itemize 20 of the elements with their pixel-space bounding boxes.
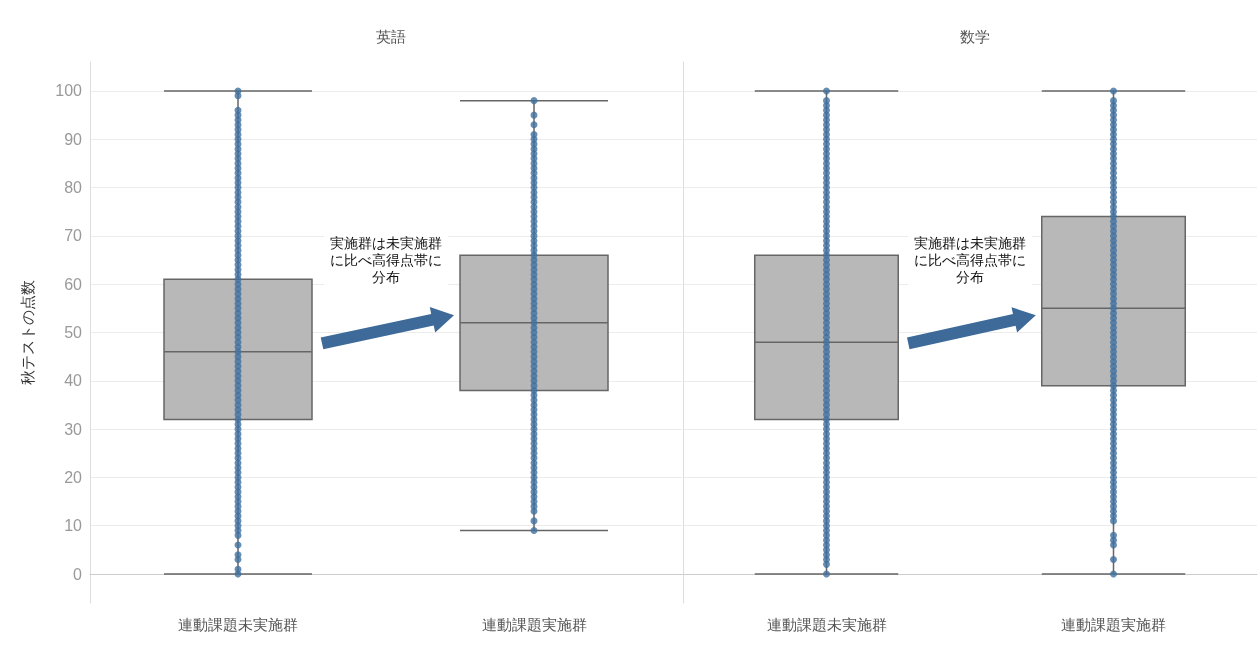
annotation: 実施群は未実施群に比べ高得点帯に分布 <box>914 235 1026 286</box>
x-tick-label: 連動課題未実施群 <box>178 616 298 633</box>
annotation: 実施群は未実施群に比べ高得点帯に分布 <box>330 235 442 286</box>
x-tick-label: 連動課題実施群 <box>481 616 587 633</box>
y-tick-label: 30 <box>64 420 83 438</box>
x-tick-label: 連動課題実施群 <box>1061 616 1166 633</box>
y-axis-title: 秋テストの点数 <box>19 280 36 385</box>
y-tick-label: 70 <box>64 227 83 245</box>
y-tick-label: 60 <box>64 275 83 293</box>
y-tick-label: 80 <box>64 179 83 197</box>
x-tick-label: 連動課題未実施群 <box>766 616 887 633</box>
y-tick-label: 100 <box>55 82 83 100</box>
y-tick-label: 40 <box>64 372 83 390</box>
y-tick-label: 20 <box>64 468 83 486</box>
chart-title: 英語 <box>376 28 406 45</box>
y-tick-label: 10 <box>64 517 83 535</box>
y-tick-label: 0 <box>73 565 83 583</box>
chart-title: 数学 <box>960 28 990 45</box>
y-tick-label: 90 <box>64 130 83 148</box>
y-tick-label: 50 <box>64 324 83 341</box>
